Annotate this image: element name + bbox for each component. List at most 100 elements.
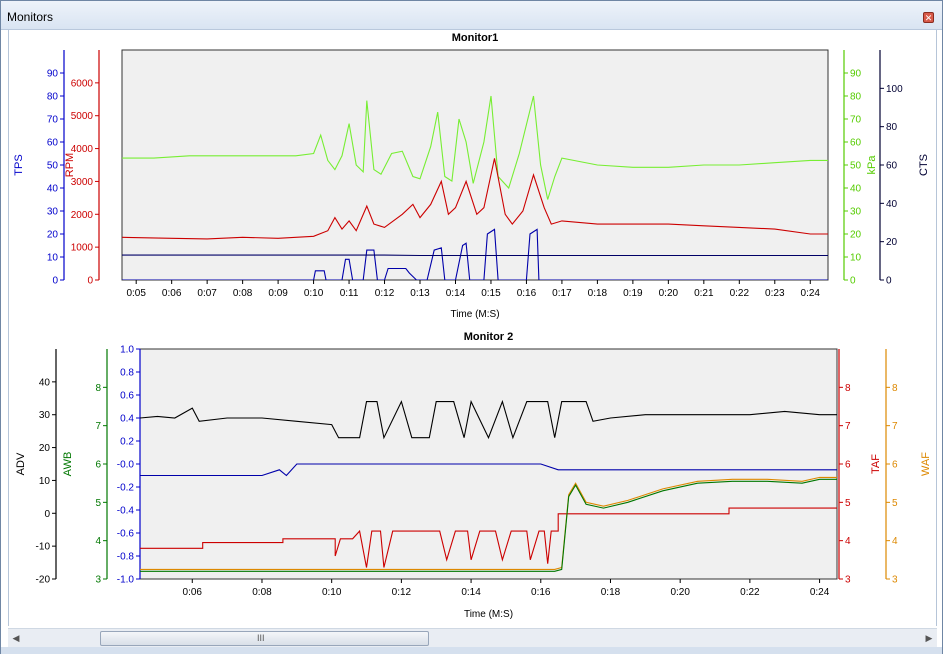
y-tick-label: 5 [892,498,898,509]
y-tick-label: 0.8 [120,368,134,379]
x-tick-label: 0:15 [481,288,501,299]
y-tick-label: 7 [845,421,851,432]
charts-panel: Monitor1 0:05 0:06 0:07 0:08 0:09 0:10 0:11 0:12… [8,30,937,626]
y-tick-label: 0 [44,509,50,520]
y-tick-label: 30 [39,410,51,421]
y-tick-label: 80 [47,92,59,103]
y-tick-label: 10 [47,253,59,264]
y-tick-label: 0.4 [120,414,134,425]
y-tick-label: 90 [47,69,59,80]
y-tick-label: -20 [36,575,51,586]
y-tick-label: 90 [850,69,862,80]
x-tick-label: 0:05 [126,288,146,299]
y-tick-label: 5 [845,498,851,509]
y-tick-label: 7 [892,421,898,432]
y-tick-label: -0.8 [117,552,135,563]
y-tick-label: 3 [95,575,101,586]
y-axis-label: TPS [13,154,25,175]
x-tick-label: 0:06 [183,587,203,598]
chart-title: Monitor1 [452,32,498,44]
y-tick-label: 20 [39,443,51,454]
x-tick-label: 0:11 [340,288,359,299]
x-tick-label: 0:07 [197,288,217,299]
y-tick-label: 6000 [71,78,94,89]
y-tick-label: 20 [850,230,862,241]
x-tick-label: 0:20 [670,587,690,598]
window-title: Monitors [7,10,54,24]
y-tick-label: 8 [845,383,851,394]
scroll-left-icon[interactable]: ◀ [12,633,20,643]
series-line-adv [140,399,837,440]
y-tick-label: 8 [95,383,101,394]
x-tick-label: 0:10 [322,587,342,598]
x-tick-label: 0:13 [410,288,430,299]
y-tick-label: -0.0 [117,460,135,471]
y-tick-label: 40 [886,199,898,210]
x-tick-label: 0:10 [304,288,324,299]
y-tick-label: 70 [850,115,862,126]
x-tick-label: 0:22 [730,288,750,299]
y-tick-label: 60 [886,161,898,172]
y-tick-label: 0 [886,276,892,287]
y-tick-label: 5 [95,498,101,509]
x-tick-label: 0:06 [162,288,182,299]
y-tick-label: 0 [850,276,856,287]
x-tick-label: 0:12 [375,288,395,299]
y-tick-label: 3000 [71,177,94,188]
x-tick-label: 0:12 [392,587,412,598]
scroll-thumb[interactable]: III [100,631,429,646]
y-tick-label: 50 [850,161,862,172]
x-tick-label: 0:23 [765,288,785,299]
y-tick-label: 80 [850,92,862,103]
x-tick-label: 0:18 [588,288,608,299]
series-line-rpm [122,158,828,240]
y-axis-label: RPM [64,153,76,177]
y-tick-label: 0 [87,276,93,287]
y-axis-label: ADV [15,452,27,475]
y-tick-label: 1.0 [120,345,134,356]
y-tick-label: 6 [845,460,851,471]
y-tick-label: 30 [47,207,59,218]
series-line-kpa [122,95,828,200]
y-tick-label: 60 [47,138,59,149]
y-tick-label: 3 [892,575,898,586]
y-tick-label: 50 [47,161,59,172]
series-line-afr1 [140,463,837,477]
x-tick-label: 0:18 [601,587,621,598]
y-tick-label: 4000 [71,144,94,155]
y-tick-label: -10 [36,542,51,553]
close-icon[interactable]: ✕ [923,12,934,23]
status-bar [1,647,942,654]
y-tick-label: 1000 [71,243,94,254]
y-tick-label: -0.4 [117,506,135,517]
series-line-awb [140,478,837,572]
y-tick-label: 10 [39,476,51,487]
scroll-right-icon[interactable]: ▶ [925,633,933,643]
y-tick-label: 30 [850,207,862,218]
y-tick-label: 8 [892,383,898,394]
chart-2: Monitor 2 0:06 0:08 0:10 0:12 0:14 0:16 0:18 0:2… [15,331,932,620]
chart-title: Monitor 2 [464,331,514,343]
y-tick-label: 4 [845,536,851,547]
x-axis-label: Time (M:S) [450,309,499,320]
y-tick-label: -1.0 [117,575,135,586]
monitor-charts[interactable]: Monitor1 0:05 0:06 0:07 0:08 0:09 0:10 0:11 0:12… [9,30,936,626]
y-tick-label: 70 [47,115,59,126]
y-tick-label: -0.6 [117,529,135,540]
y-axis-label: AWB [62,452,74,477]
y-tick-label: 20 [47,230,59,241]
y-tick-label: 7 [95,421,101,432]
y-tick-label: 40 [850,184,862,195]
x-tick-label: 0:16 [517,288,537,299]
y-axis-label: kPa [866,155,878,175]
x-tick-label: 0:19 [623,288,643,299]
x-tick-label: 0:22 [740,587,760,598]
y-tick-label: 0 [52,276,58,287]
series-line-tps [122,228,828,280]
title-bar[interactable]: Monitors ✕ [1,1,942,30]
y-tick-label: 60 [850,138,862,149]
x-tick-label: 0:16 [531,587,551,598]
horizontal-scrollbar[interactable]: ◀ III ▶ [8,628,937,647]
x-tick-label: 0:24 [810,587,830,598]
